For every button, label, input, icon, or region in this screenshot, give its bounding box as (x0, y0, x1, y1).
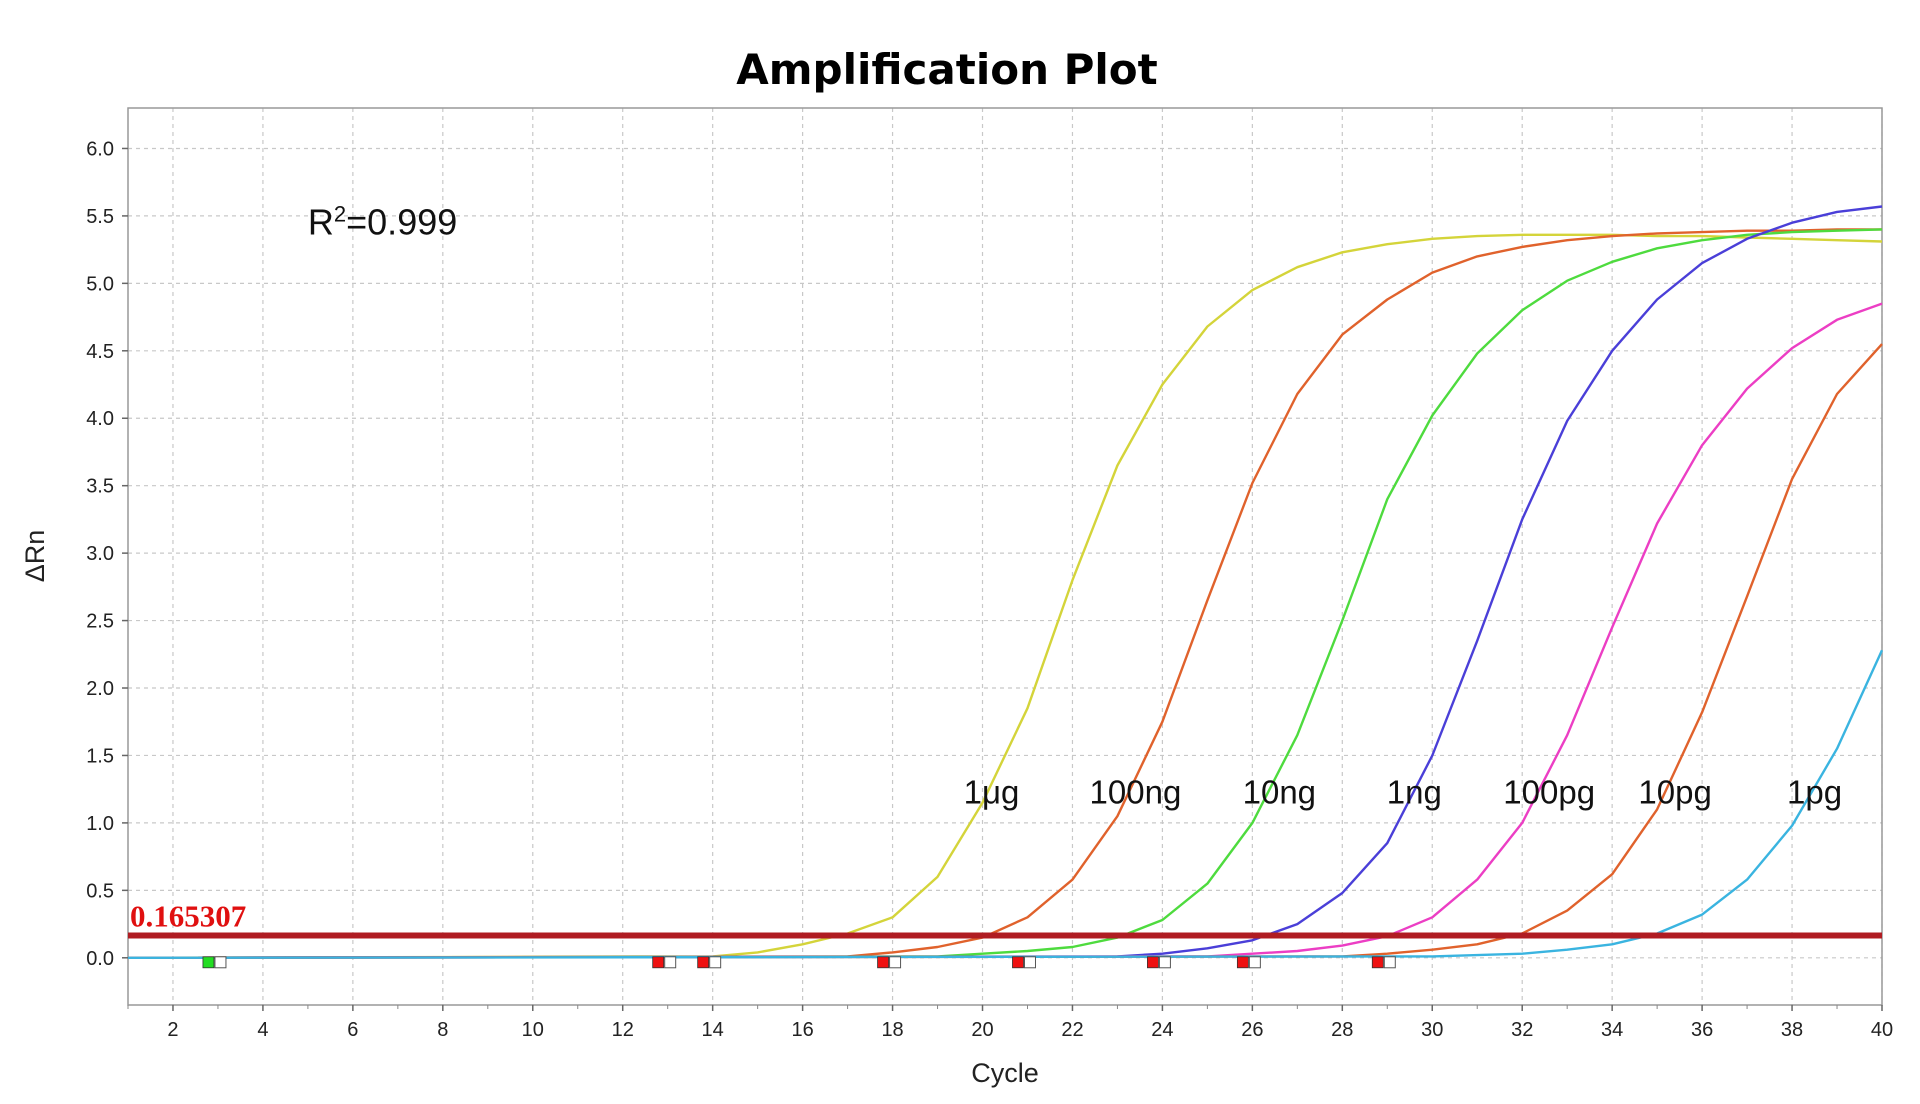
baseline-start-marker (1012, 956, 1024, 969)
y-tick-label: 5.5 (86, 206, 114, 228)
baseline-start-marker (1147, 956, 1159, 969)
series-label: 1pg (1787, 773, 1842, 810)
series-line-0 (127, 233, 1883, 959)
x-tick-label: 22 (1061, 1019, 1083, 1041)
baseline-end-marker (214, 956, 227, 969)
x-tick-label: 32 (1511, 1019, 1533, 1041)
y-tick-label: 3.5 (86, 476, 114, 498)
baseline-start-marker (202, 956, 215, 969)
series-line-3 (127, 205, 1883, 959)
y-tick-label: 0.5 (86, 880, 114, 902)
y-tick-label: 1.0 (86, 813, 114, 835)
chart-title: Amplification Plot (736, 45, 1157, 94)
baseline-end-marker (709, 956, 722, 969)
baseline-end-marker (889, 956, 902, 969)
y-tick-label: 5.0 (86, 273, 114, 295)
series-lines (127, 205, 1884, 959)
y-tick-label: 6.0 (86, 138, 114, 160)
x-axis-label: Cycle (971, 1058, 1039, 1088)
baseline-markers (202, 956, 1396, 969)
series-label: 1ng (1387, 773, 1442, 810)
threshold: 0.165307 (128, 898, 1882, 939)
x-axis-ticks: 2 4 6 8 10 12 14 16 18 20 22 24 26 28 30 32 34 36 38 40 (127, 1005, 1893, 1041)
x-tick-label: 30 (1421, 1019, 1443, 1041)
x-tick-label: 12 (612, 1019, 634, 1041)
baseline-start-marker (697, 956, 710, 969)
x-tick-label: 28 (1331, 1019, 1353, 1041)
series-line-1 (127, 228, 1882, 959)
baseline-start-marker (877, 956, 889, 969)
baseline-end-marker (664, 956, 677, 969)
y-axis-label: ΔRn (20, 530, 50, 583)
x-tick-label: 20 (971, 1019, 993, 1041)
x-tick-label: 2 (167, 1019, 178, 1041)
r-squared-annotation: R2=0.999 (308, 202, 457, 243)
baseline-start-marker (1371, 956, 1384, 969)
threshold-value-label: 0.165307 (130, 898, 246, 933)
baseline-start-marker (1236, 956, 1249, 969)
x-tick-label: 34 (1601, 1019, 1623, 1041)
annotation-prefix: R (308, 202, 334, 243)
y-tick-label: 1.5 (86, 745, 114, 767)
baseline-end-marker (1023, 956, 1036, 969)
x-tick-label: 6 (347, 1019, 358, 1041)
baseline-end-marker (1383, 956, 1396, 969)
x-tick-label: 18 (881, 1019, 903, 1041)
series-labels: 1μg 100ng 10ng 1ng 100pg 10pg 1pg (964, 773, 1842, 810)
x-tick-label: 14 (702, 1019, 724, 1041)
series-label: 10pg (1638, 773, 1711, 810)
y-tick-label: 4.5 (86, 341, 114, 363)
series-label: 100pg (1503, 773, 1595, 810)
series-line-6 (127, 649, 1884, 959)
y-tick-label: 2.5 (86, 611, 114, 633)
x-tick-label: 24 (1151, 1019, 1173, 1041)
x-tick-label: 40 (1871, 1019, 1893, 1041)
x-tick-label: 38 (1781, 1019, 1803, 1041)
series-line-4 (127, 302, 1883, 959)
x-tick-label: 36 (1691, 1019, 1713, 1041)
y-tick-label: 4.0 (86, 408, 114, 430)
baseline-start-marker (652, 956, 665, 969)
y-axis-ticks: 0.0 0.5 1.0 1.5 2.0 2.5 3.0 3.5 4.0 4.5 5.0 5.5 6.0 (86, 138, 128, 970)
series-line-2 (127, 228, 1883, 959)
series-label: 100ng (1090, 773, 1182, 810)
series-line-5 (127, 343, 1883, 959)
baseline-end-marker (1248, 956, 1261, 969)
x-tick-label: 10 (522, 1019, 544, 1041)
x-tick-label: 16 (791, 1019, 813, 1041)
series-label: 10ng (1243, 773, 1316, 810)
y-tick-label: 3.0 (86, 543, 114, 565)
series-label: 1μg (964, 773, 1020, 810)
baseline-end-marker (1158, 956, 1171, 969)
annotation-superscript: 2 (334, 202, 346, 227)
x-tick-label: 4 (257, 1019, 268, 1041)
y-tick-label: 2.0 (86, 678, 114, 700)
x-tick-label: 26 (1241, 1019, 1263, 1041)
plot-frame (127, 107, 1883, 1006)
x-tick-label: 8 (437, 1019, 448, 1041)
y-tick-label: 0.0 (86, 948, 114, 970)
annotation-value: =0.999 (346, 202, 457, 243)
